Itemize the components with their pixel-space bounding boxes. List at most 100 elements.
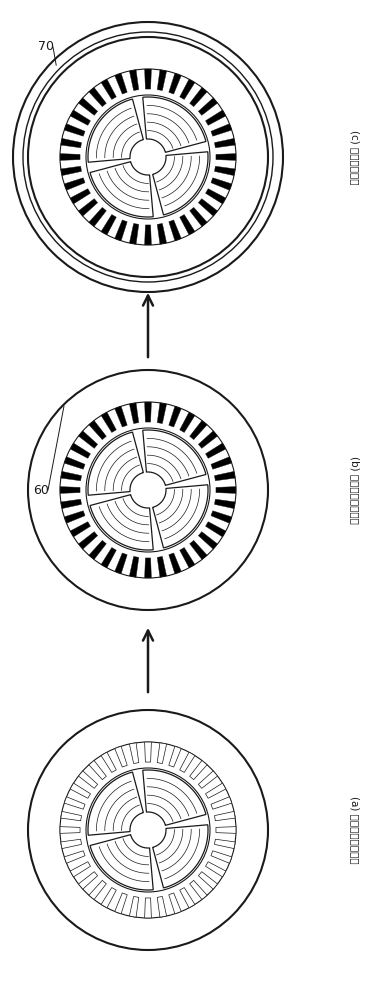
Polygon shape xyxy=(206,110,226,125)
Circle shape xyxy=(28,710,268,950)
Polygon shape xyxy=(101,548,116,568)
Text: (a) 冲压和层叠的铁心: (a) 冲压和层叠的铁心 xyxy=(350,796,360,864)
Circle shape xyxy=(60,742,236,918)
Polygon shape xyxy=(211,797,232,809)
Polygon shape xyxy=(70,522,90,537)
Polygon shape xyxy=(89,760,106,780)
Polygon shape xyxy=(130,70,139,91)
Polygon shape xyxy=(64,851,85,863)
Polygon shape xyxy=(152,825,208,888)
Polygon shape xyxy=(169,73,181,94)
Polygon shape xyxy=(198,872,218,889)
Polygon shape xyxy=(101,412,116,432)
Polygon shape xyxy=(61,166,81,176)
Polygon shape xyxy=(211,851,232,863)
Polygon shape xyxy=(157,223,166,244)
Polygon shape xyxy=(180,79,195,99)
Polygon shape xyxy=(78,872,98,889)
Polygon shape xyxy=(215,499,235,509)
Polygon shape xyxy=(61,499,81,509)
Polygon shape xyxy=(64,797,85,809)
Polygon shape xyxy=(101,752,116,772)
Polygon shape xyxy=(64,124,85,136)
Polygon shape xyxy=(190,87,207,107)
Circle shape xyxy=(13,22,283,292)
Circle shape xyxy=(23,32,273,282)
Polygon shape xyxy=(143,97,206,152)
Polygon shape xyxy=(90,495,153,550)
Polygon shape xyxy=(101,888,116,908)
Polygon shape xyxy=(206,783,226,798)
Polygon shape xyxy=(206,862,226,877)
Text: (b) 绕制和上漆的铁心: (b) 绕制和上漆的铁心 xyxy=(350,456,360,524)
Polygon shape xyxy=(216,827,236,833)
Polygon shape xyxy=(145,742,151,762)
Polygon shape xyxy=(101,79,116,99)
Polygon shape xyxy=(211,511,232,523)
Polygon shape xyxy=(198,199,218,216)
Polygon shape xyxy=(206,189,226,204)
Circle shape xyxy=(60,402,236,578)
Polygon shape xyxy=(61,138,81,148)
Polygon shape xyxy=(169,746,181,767)
Polygon shape xyxy=(130,223,139,244)
Polygon shape xyxy=(216,154,236,160)
Polygon shape xyxy=(115,406,127,427)
Polygon shape xyxy=(157,896,166,917)
Polygon shape xyxy=(60,827,80,833)
Polygon shape xyxy=(78,532,98,549)
Polygon shape xyxy=(169,893,181,914)
Polygon shape xyxy=(70,189,90,204)
Polygon shape xyxy=(130,403,139,424)
Polygon shape xyxy=(115,746,127,767)
Polygon shape xyxy=(90,162,153,217)
Polygon shape xyxy=(157,70,166,91)
Polygon shape xyxy=(157,556,166,577)
Polygon shape xyxy=(190,760,207,780)
Polygon shape xyxy=(198,98,218,115)
Polygon shape xyxy=(130,556,139,577)
Polygon shape xyxy=(89,880,106,900)
Polygon shape xyxy=(115,893,127,914)
Polygon shape xyxy=(78,199,98,216)
Polygon shape xyxy=(206,522,226,537)
Polygon shape xyxy=(152,485,208,548)
Polygon shape xyxy=(198,771,218,788)
Polygon shape xyxy=(115,220,127,241)
Polygon shape xyxy=(180,548,195,568)
Polygon shape xyxy=(78,771,98,788)
Circle shape xyxy=(28,370,268,610)
Polygon shape xyxy=(215,166,235,176)
Polygon shape xyxy=(206,443,226,458)
Polygon shape xyxy=(60,487,80,493)
Polygon shape xyxy=(157,743,166,764)
Circle shape xyxy=(86,95,210,219)
Polygon shape xyxy=(190,207,207,227)
Polygon shape xyxy=(216,487,236,493)
Polygon shape xyxy=(89,540,106,560)
Polygon shape xyxy=(198,431,218,448)
Polygon shape xyxy=(157,403,166,424)
Polygon shape xyxy=(115,73,127,94)
Polygon shape xyxy=(64,178,85,190)
Polygon shape xyxy=(88,772,143,835)
Polygon shape xyxy=(169,553,181,574)
Text: 60: 60 xyxy=(33,484,49,496)
Circle shape xyxy=(60,69,236,245)
Polygon shape xyxy=(143,770,206,825)
Polygon shape xyxy=(78,98,98,115)
Polygon shape xyxy=(88,432,143,495)
Polygon shape xyxy=(78,431,98,448)
Polygon shape xyxy=(70,443,90,458)
Polygon shape xyxy=(130,743,139,764)
Polygon shape xyxy=(89,420,106,440)
Polygon shape xyxy=(90,835,153,890)
Polygon shape xyxy=(145,898,151,918)
Polygon shape xyxy=(145,225,151,245)
Polygon shape xyxy=(215,138,235,148)
Polygon shape xyxy=(211,124,232,136)
Polygon shape xyxy=(115,553,127,574)
Polygon shape xyxy=(180,888,195,908)
Polygon shape xyxy=(60,154,80,160)
Polygon shape xyxy=(211,457,232,469)
